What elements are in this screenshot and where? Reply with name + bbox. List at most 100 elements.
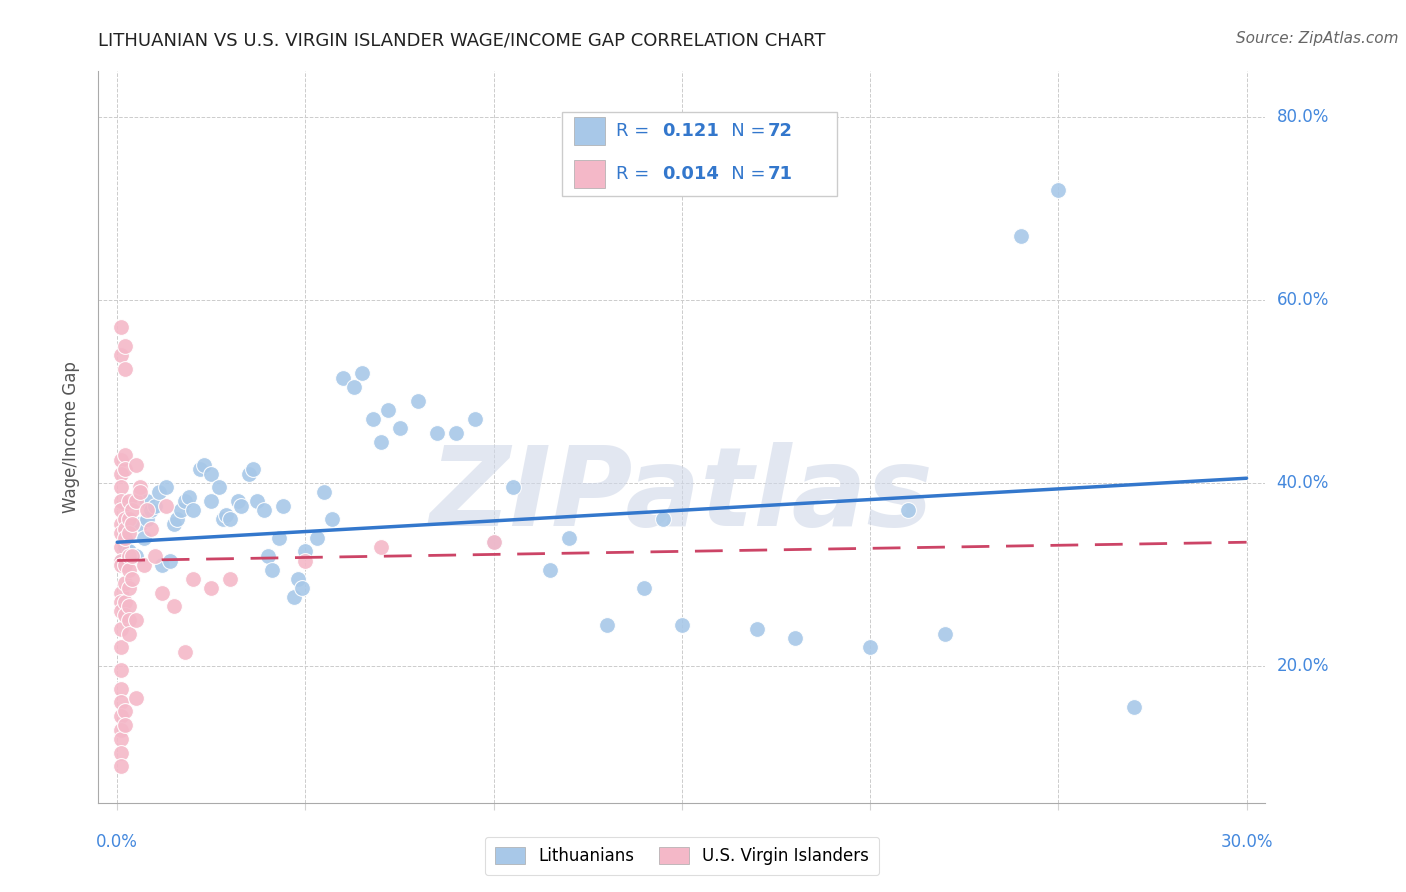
Point [174,645,197,659]
Point [139,521,162,535]
Point [128,480,150,494]
Point [117,512,139,526]
Point [143,499,166,513]
Point [132,558,155,573]
Point [482,535,505,549]
Point [219,572,242,586]
Point [231,499,253,513]
Point [1047,183,1070,197]
Text: ZIPatlas: ZIPatlas [430,442,934,549]
Point [117,544,139,558]
Point [211,512,233,526]
Point [136,494,159,508]
Point [110,320,132,334]
Point [139,503,162,517]
Point [117,581,139,595]
Point [114,718,136,732]
Point [110,553,132,567]
Y-axis label: Wage/Income Gap: Wage/Income Gap [62,361,80,513]
Point [114,462,136,476]
Point [125,549,148,563]
Point [370,540,392,554]
Point [361,412,384,426]
Text: 80.0%: 80.0% [1277,108,1329,126]
Point [117,563,139,577]
Point [177,490,200,504]
Point [747,622,769,636]
Point [305,531,328,545]
Point [181,572,204,586]
Point [125,613,148,627]
Point [117,549,139,563]
Point [859,640,882,655]
Point [502,480,524,494]
Text: 0.0%: 0.0% [96,833,138,851]
Point [121,503,143,517]
Point [110,503,132,517]
Point [117,494,139,508]
Point [110,640,132,655]
Point [125,458,148,472]
Point [652,512,675,526]
Point [125,690,148,705]
Text: 0.121: 0.121 [662,122,718,140]
Point [121,572,143,586]
Point [114,705,136,719]
Point [294,553,316,567]
Point [370,434,392,449]
Point [121,549,143,563]
Point [110,723,132,737]
Point [200,494,222,508]
Point [114,608,136,623]
Point [152,585,174,599]
Point [1122,699,1144,714]
Point [110,746,132,760]
Point [136,503,159,517]
Point [595,617,617,632]
Point [114,361,136,376]
Point [128,516,150,531]
Point [117,526,139,541]
Point [152,558,174,573]
Point [110,453,132,467]
Text: R =: R = [616,165,661,183]
Point [110,731,132,746]
Text: 20.0%: 20.0% [1277,657,1329,674]
Point [558,531,581,545]
Point [291,581,314,595]
Point [426,425,449,440]
Point [287,572,309,586]
Point [110,663,132,677]
Point [783,632,806,646]
Point [114,449,136,463]
Point [114,521,136,535]
Point [110,526,132,541]
Text: 60.0%: 60.0% [1277,291,1329,309]
Point [271,499,294,513]
Point [114,576,136,591]
Point [110,604,132,618]
Point [110,695,132,709]
Point [155,499,177,513]
Point [125,494,148,508]
Point [114,594,136,608]
Point [408,393,430,408]
Point [314,485,336,500]
Point [163,516,186,531]
Point [114,540,136,554]
Point [321,512,343,526]
Point [934,626,956,640]
Point [283,590,305,604]
Point [114,558,136,573]
Point [193,458,215,472]
Point [155,480,177,494]
Point [377,402,399,417]
Point [110,594,132,608]
Point [245,494,267,508]
Point [117,599,139,614]
Point [110,348,132,362]
Point [110,494,132,508]
Point [444,425,467,440]
Text: Source: ZipAtlas.com: Source: ZipAtlas.com [1236,31,1399,46]
Point [110,516,132,531]
